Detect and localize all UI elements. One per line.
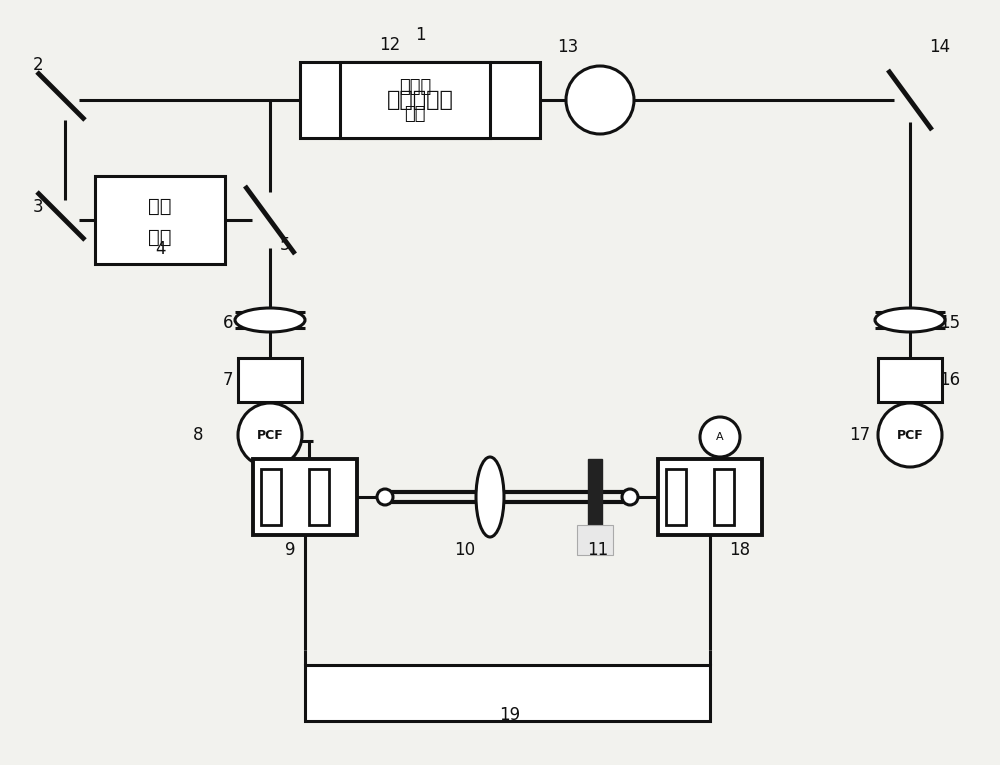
- Bar: [340, 62, 490, 138]
- Text: 7: 7: [223, 371, 233, 389]
- Bar: [300, 62, 540, 138]
- Text: 2: 2: [33, 56, 43, 74]
- Text: 10: 10: [454, 541, 476, 559]
- Bar: [658, 459, 762, 535]
- Text: PCF: PCF: [257, 428, 283, 441]
- Bar: [238, 358, 302, 402]
- Circle shape: [566, 66, 634, 134]
- Bar: [714, 469, 734, 525]
- Text: 11: 11: [587, 541, 609, 559]
- Circle shape: [377, 489, 393, 505]
- Circle shape: [878, 403, 942, 467]
- Text: A: A: [716, 432, 724, 442]
- Bar: [588, 459, 602, 535]
- Text: PCF: PCF: [897, 428, 923, 441]
- Bar: [309, 469, 329, 525]
- Text: 18: 18: [729, 541, 751, 559]
- Text: 离器: 离器: [148, 227, 172, 246]
- Bar: [666, 469, 686, 525]
- Circle shape: [622, 489, 638, 505]
- Ellipse shape: [875, 308, 945, 332]
- Text: 4: 4: [155, 240, 165, 258]
- Text: 光隔: 光隔: [148, 197, 172, 216]
- Text: 16: 16: [939, 371, 961, 389]
- Text: 6: 6: [223, 314, 233, 332]
- Bar: [305, 665, 710, 721]
- Bar: [253, 459, 357, 535]
- Text: 9: 9: [285, 541, 295, 559]
- Bar: [261, 469, 281, 525]
- Bar: [577, 525, 613, 555]
- Ellipse shape: [235, 308, 305, 332]
- Circle shape: [238, 403, 302, 467]
- Text: 12: 12: [379, 36, 401, 54]
- Text: 15: 15: [939, 314, 961, 332]
- Text: 14: 14: [929, 38, 951, 56]
- Text: 17: 17: [849, 426, 871, 444]
- Text: 飞秒激光器: 飞秒激光器: [387, 90, 453, 110]
- Ellipse shape: [476, 457, 504, 537]
- Text: 13: 13: [557, 38, 579, 56]
- Text: 3: 3: [33, 198, 43, 216]
- Text: 延迟线: 延迟线: [399, 78, 431, 96]
- Bar: [95, 176, 225, 264]
- Bar: [878, 358, 942, 402]
- Text: 1: 1: [415, 26, 425, 44]
- Text: 5: 5: [280, 236, 290, 254]
- Text: 装置: 装置: [404, 105, 426, 123]
- Circle shape: [700, 417, 740, 457]
- Text: 8: 8: [193, 426, 203, 444]
- Text: 19: 19: [499, 706, 521, 724]
